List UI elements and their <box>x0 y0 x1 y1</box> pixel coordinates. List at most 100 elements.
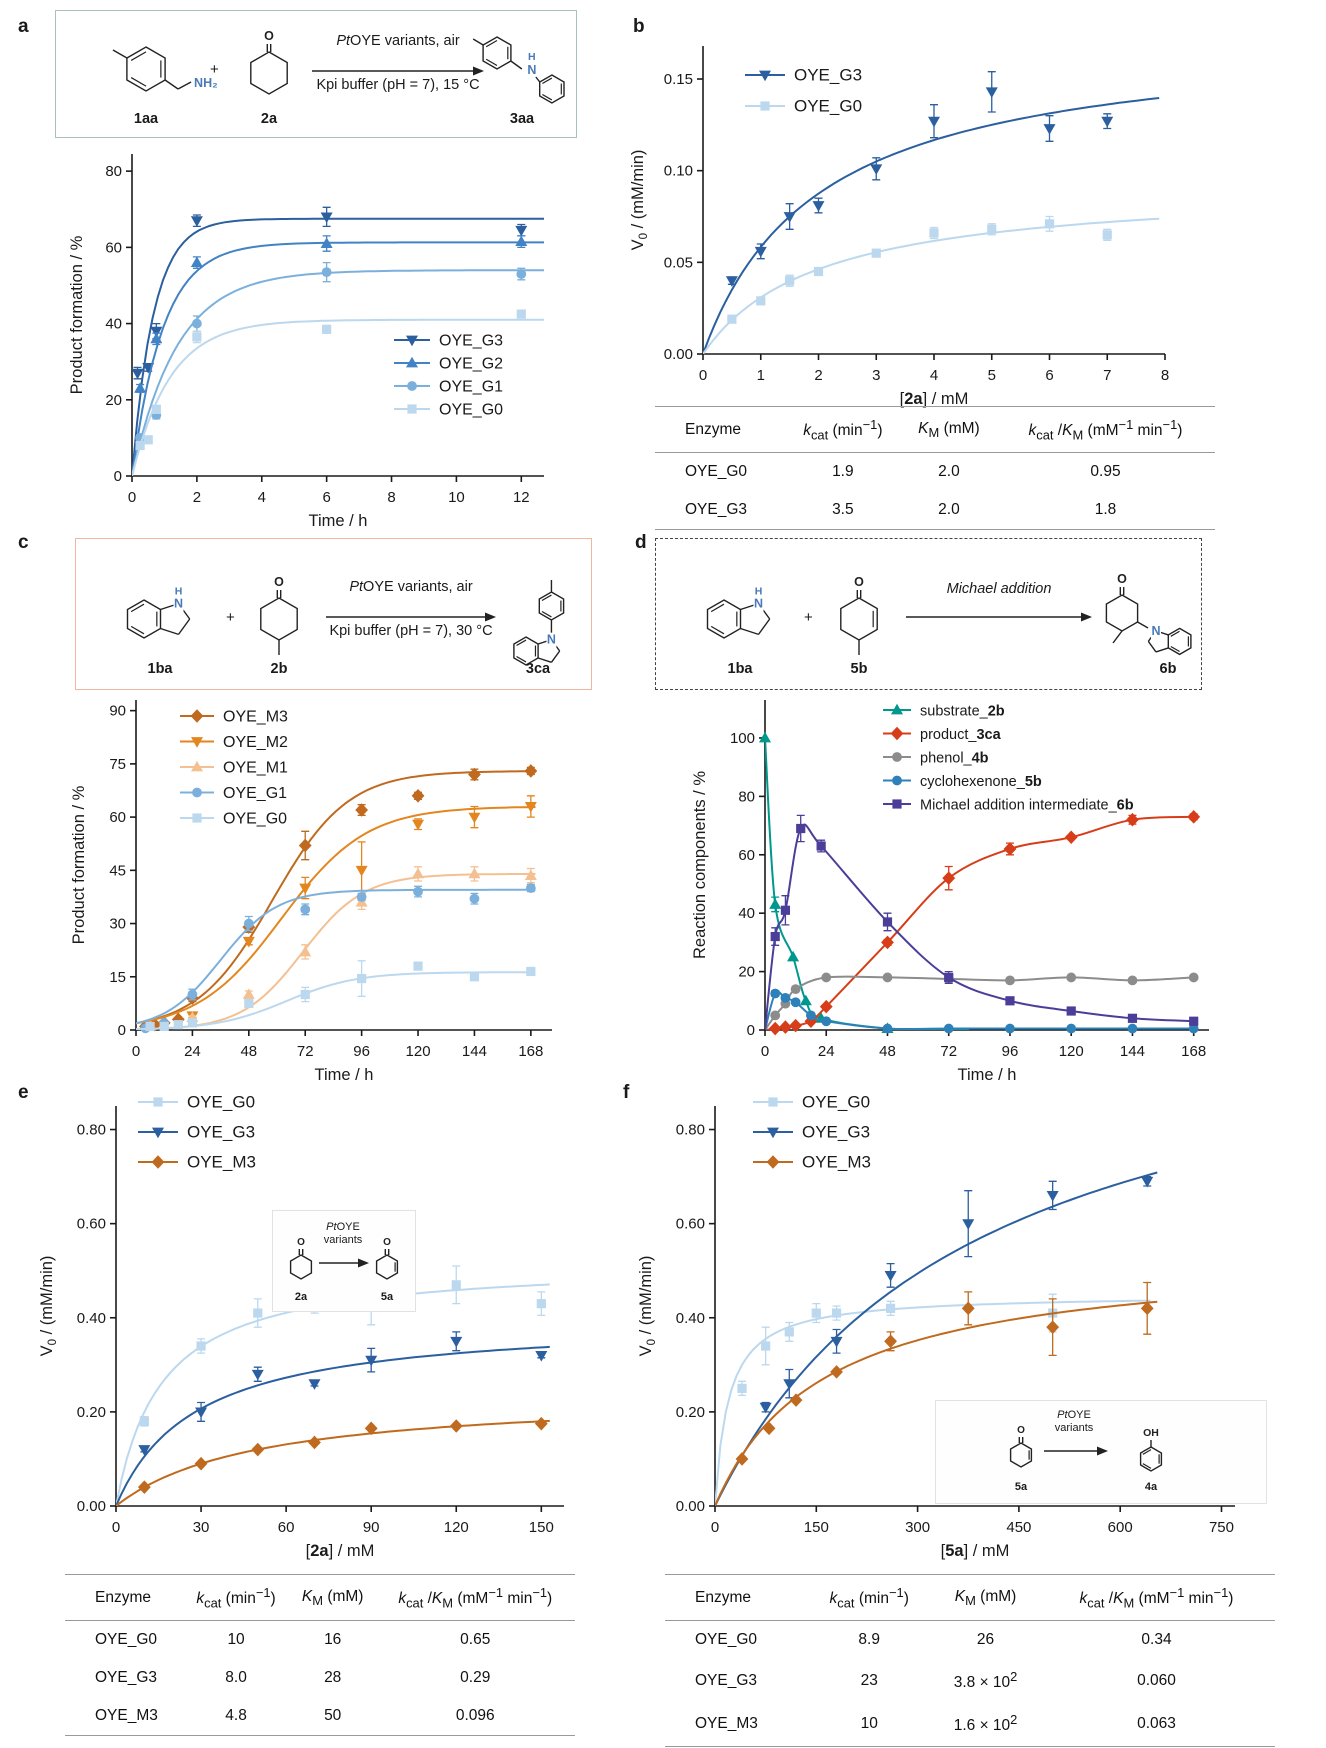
svg-text:750: 750 <box>1209 1519 1234 1536</box>
svg-text:0.20: 0.20 <box>77 1404 106 1421</box>
svg-text:20: 20 <box>105 392 122 409</box>
series-product_3ca <box>765 810 1201 1036</box>
svg-text:15: 15 <box>109 969 126 986</box>
table-cell: OYE_G0 <box>685 463 748 481</box>
table-cell: 16 <box>324 1631 342 1649</box>
svg-text:4: 4 <box>258 489 266 506</box>
svg-text:30: 30 <box>109 916 126 933</box>
compound-label-1aa: 1aa <box>133 111 159 127</box>
svg-text:7: 7 <box>1103 367 1111 384</box>
table-cell: 2.0 <box>938 501 960 519</box>
svg-text:substrate_2b: substrate_2b <box>920 704 1005 720</box>
svg-text:0.00: 0.00 <box>77 1498 106 1515</box>
table-cell: OYE_M3 <box>95 1707 158 1725</box>
panel-f: f 0 150 300 450 600 750 0.00 0.20 0.40 0.60 0.80 [5… <box>615 1082 1321 1747</box>
svg-text:O: O <box>1017 1425 1025 1436</box>
reaction-conditions-bottom: Kpi buffer (pH = 7), 30 °C <box>329 623 493 639</box>
table-header: kcat (min−1) <box>829 1585 909 1611</box>
svg-text:0: 0 <box>114 468 122 485</box>
svg-text:OYE_M3: OYE_M3 <box>802 1153 871 1172</box>
table-cell: OYE_M3 <box>695 1714 758 1732</box>
svg-text:24: 24 <box>184 1043 201 1060</box>
series-OYE_G0 <box>132 309 544 476</box>
table-header: kcat /KM (mM−1 min−1) <box>1079 1585 1234 1611</box>
svg-text:8: 8 <box>1161 367 1169 384</box>
table-row: OYE_G3 3.5 2.0 1.8 <box>655 491 1215 530</box>
series-phenol_4b <box>765 972 1199 1030</box>
svg-text:60: 60 <box>105 239 122 256</box>
svg-text:[2a] / mM: [2a] / mM <box>306 1542 375 1560</box>
inset-scheme-f: O OH PtOYE variants 5a 4a <box>935 1400 1267 1504</box>
svg-text:product_3ca: product_3ca <box>920 727 1002 743</box>
svg-text:Time / h: Time / h <box>315 1066 374 1084</box>
svg-text:phenol_4b: phenol_4b <box>920 751 989 767</box>
legend: OYE_M3 OYE_M2 OYE_M1 OYE_G1 OYE_G0 <box>180 709 288 828</box>
svg-text:0: 0 <box>118 1022 126 1039</box>
svg-text:168: 168 <box>1181 1043 1206 1060</box>
svg-text:0.80: 0.80 <box>77 1122 106 1139</box>
svg-text:60: 60 <box>278 1519 295 1536</box>
svg-text:OYE_M3: OYE_M3 <box>223 709 288 726</box>
kinetics-table-b: Enzyme kcat (min−1) KM (mM) kcat /KM (mM−1 … <box>655 406 1215 530</box>
panel-b: b 0 1 2 3 4 5 6 7 8 0.00 0.05 0.10 0.15 [2a] / mM V0 /… <box>615 8 1321 530</box>
svg-text:N: N <box>1151 624 1160 638</box>
compound-label-1ba: 1ba <box>147 661 173 677</box>
chart-kinetics-b: 0 1 2 3 4 5 6 7 8 0.00 0.05 0.10 0.15 [2a] / mM V0 / (… <box>629 46 1169 408</box>
svg-text:120: 120 <box>444 1519 469 1536</box>
svg-text:0: 0 <box>128 489 136 506</box>
reaction-scheme-a: NH₂ O N H + PtOYE variants, air Kpi buffer … <box>55 10 577 138</box>
inset-conditions-line2: variants <box>323 1234 363 1246</box>
table-cell: 28 <box>324 1669 342 1687</box>
axes <box>697 46 1166 360</box>
table-header: kcat /KM (mM−1 min−1) <box>1028 417 1183 443</box>
axes <box>709 1106 1235 1512</box>
table-cell: 26 <box>976 1631 995 1649</box>
svg-text:OYE_M1: OYE_M1 <box>223 760 288 777</box>
series-OYE_G3 <box>715 1171 1158 1506</box>
inset-conditions-line1: PtOYE <box>326 1221 360 1233</box>
table-cell: 0.65 <box>460 1631 491 1649</box>
svg-text:NH₂: NH₂ <box>194 76 218 90</box>
svg-text:10: 10 <box>448 489 465 506</box>
table-header: KM (mM) <box>918 419 980 440</box>
svg-text:72: 72 <box>297 1043 314 1060</box>
svg-text:0.15: 0.15 <box>664 71 693 88</box>
legend: OYE_G3 OYE_G0 <box>745 66 862 116</box>
svg-text:100: 100 <box>730 730 755 747</box>
compound-label-5b: 5b <box>850 661 868 677</box>
svg-text:OYE_G0: OYE_G0 <box>794 97 862 116</box>
svg-text:Time / h: Time / h <box>958 1066 1017 1084</box>
svg-text:6: 6 <box>322 489 330 506</box>
svg-text:0.40: 0.40 <box>77 1310 106 1327</box>
svg-text:0.60: 0.60 <box>77 1216 106 1233</box>
chart-reaction-components-d: 0 24 48 72 96 120 144 168 0 20 40 60 80 100 Time / h Re… <box>691 700 1209 1084</box>
svg-text:0.00: 0.00 <box>676 1498 705 1515</box>
svg-text:144: 144 <box>1120 1043 1145 1060</box>
table-cell: 0.063 <box>1137 1714 1176 1732</box>
svg-text:V0 / (mM/min): V0 / (mM/min) <box>38 1256 59 1357</box>
table-cell: OYE_G3 <box>685 501 748 519</box>
table-cell: 8.9 <box>858 1631 880 1649</box>
legend: OYE_G3 OYE_G2 OYE_G1 OYE_G0 <box>394 333 503 419</box>
svg-text:OYE_G1: OYE_G1 <box>223 785 287 802</box>
scheme-molecules-d: NHO ON <box>706 572 1192 656</box>
table-row: OYE_M3 10 1.6 × 102 0.063 <box>665 1702 1275 1747</box>
panel-label-a: a <box>18 16 29 37</box>
svg-text:96: 96 <box>353 1043 370 1060</box>
compound-label-1ba: 1ba <box>727 661 753 677</box>
table-header: KM (mM) <box>301 1587 364 1608</box>
svg-text:48: 48 <box>879 1043 896 1060</box>
svg-text:OYE_G3: OYE_G3 <box>802 1123 870 1142</box>
axes <box>110 1106 564 1512</box>
svg-text:OYE_G0: OYE_G0 <box>439 402 503 419</box>
svg-text:0.60: 0.60 <box>676 1216 705 1233</box>
svg-text:1: 1 <box>757 367 765 384</box>
svg-text:144: 144 <box>462 1043 487 1060</box>
table-cell: 3.5 <box>832 501 854 519</box>
svg-text:40: 40 <box>738 905 755 922</box>
svg-text:45: 45 <box>109 862 126 879</box>
table-cell: 50 <box>324 1707 342 1725</box>
